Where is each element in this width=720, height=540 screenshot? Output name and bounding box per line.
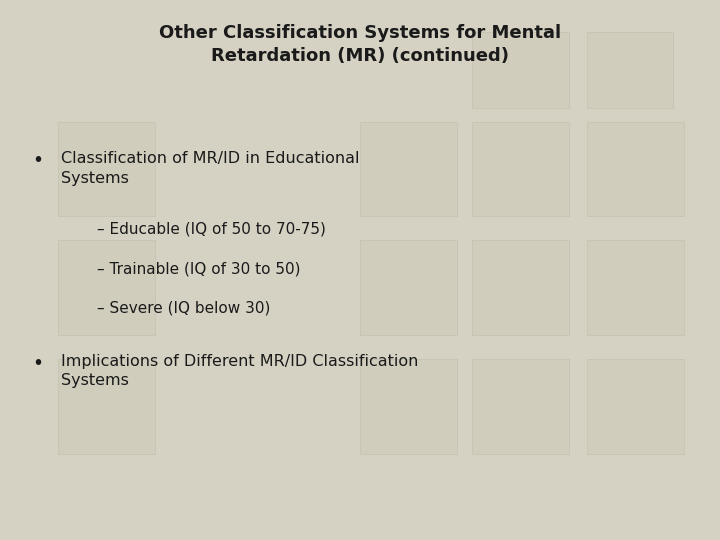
Text: •: • (32, 354, 43, 373)
FancyBboxPatch shape (472, 240, 569, 335)
Text: – Trainable (IQ of 30 to 50): – Trainable (IQ of 30 to 50) (97, 262, 301, 277)
FancyBboxPatch shape (58, 122, 155, 216)
FancyBboxPatch shape (58, 359, 155, 454)
FancyBboxPatch shape (58, 240, 155, 335)
Text: – Educable (IQ of 50 to 70-75): – Educable (IQ of 50 to 70-75) (97, 221, 326, 237)
FancyBboxPatch shape (587, 240, 684, 335)
FancyBboxPatch shape (587, 122, 684, 216)
Text: Other Classification Systems for Mental
Retardation (MR) (continued): Other Classification Systems for Mental … (159, 24, 561, 65)
Text: •: • (32, 151, 43, 170)
Text: – Severe (IQ below 30): – Severe (IQ below 30) (97, 301, 271, 316)
FancyBboxPatch shape (472, 32, 569, 108)
FancyBboxPatch shape (587, 32, 673, 108)
FancyBboxPatch shape (472, 122, 569, 216)
FancyBboxPatch shape (587, 359, 684, 454)
FancyBboxPatch shape (360, 240, 457, 335)
FancyBboxPatch shape (472, 359, 569, 454)
FancyBboxPatch shape (360, 122, 457, 216)
FancyBboxPatch shape (360, 359, 457, 454)
Text: Implications of Different MR/ID Classification
Systems: Implications of Different MR/ID Classifi… (61, 354, 418, 388)
Text: Classification of MR/ID in Educational
Systems: Classification of MR/ID in Educational S… (61, 151, 360, 186)
